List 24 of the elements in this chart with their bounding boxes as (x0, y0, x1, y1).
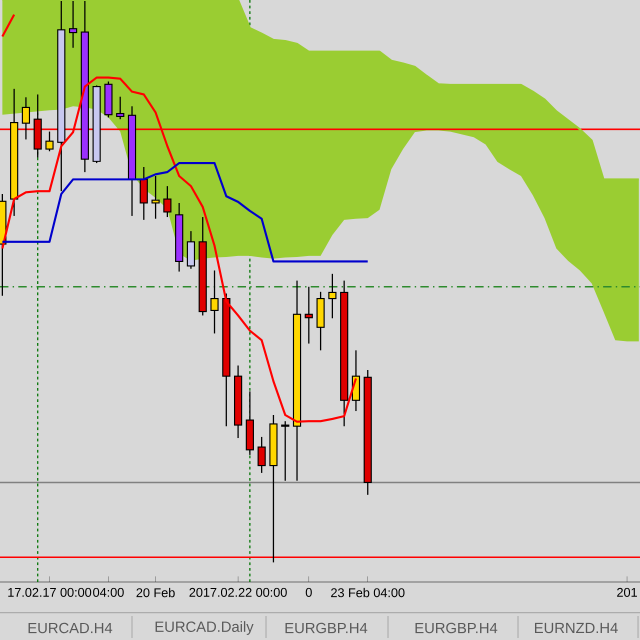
text: EURCAD.Daily (156, 621, 254, 635)
text: EURCAD.H4 (28, 622, 112, 634)
x-tick-label: 23 Feb 04:00 (331, 588, 405, 598)
text: EURNZD.H4 (534, 622, 618, 634)
candlestick (210, 270, 219, 334)
candlestick (258, 436, 266, 474)
candlestick (163, 185, 172, 218)
candlestick (328, 273, 336, 319)
candlestick (116, 96, 124, 120)
x-tick-label: 2017.02.22 00:00 (189, 588, 287, 597)
candlestick (151, 175, 160, 220)
candlestick (304, 286, 313, 344)
text: EURGBP.H4 (416, 622, 498, 634)
x-tick-label: 20 Feb (136, 588, 175, 598)
candlestick (68, 0, 78, 48)
candlestick (140, 166, 148, 220)
candlestick (22, 96, 30, 140)
x-tick-label: 201 (617, 588, 637, 597)
candlestick (281, 420, 290, 482)
text: EURGBP.H4 (286, 622, 368, 634)
x-tick-label: 17.02.17 00:00 (8, 588, 92, 597)
candlestick (45, 130, 54, 152)
x-tick-label: 04:00 (93, 588, 124, 597)
x-tick-label: 0 (306, 588, 312, 597)
